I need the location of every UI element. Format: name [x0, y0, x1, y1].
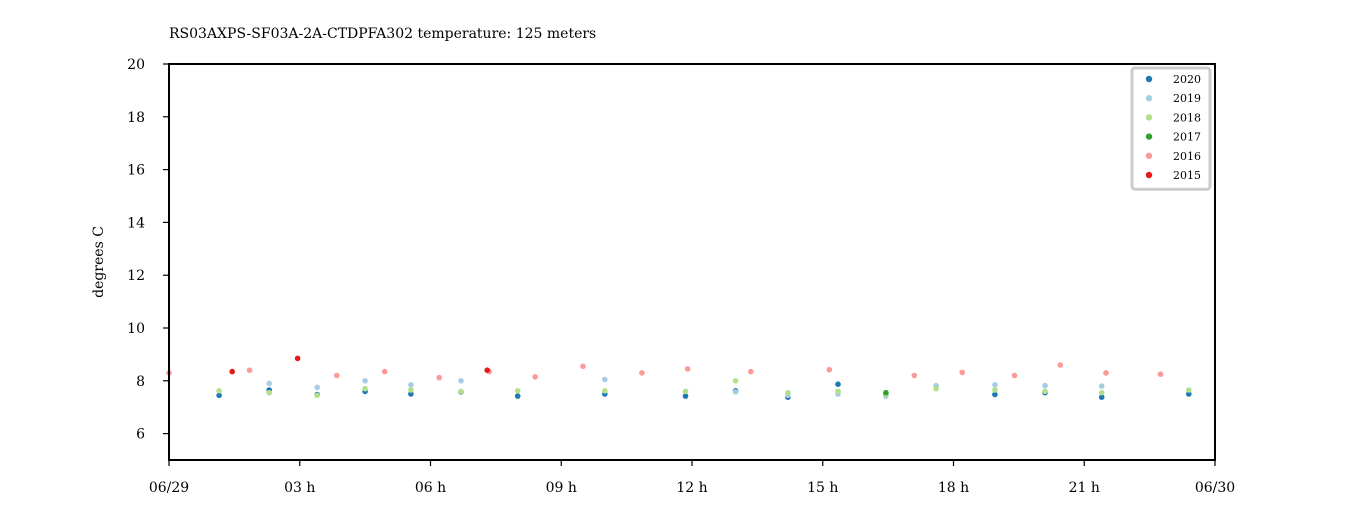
- data-point-2015-1: [294, 355, 301, 362]
- data-point-2020-15: [1098, 394, 1105, 401]
- legend-marker-2015: [1145, 171, 1153, 179]
- data-point-2016-1: [246, 367, 253, 374]
- y-tick-label-6: 18: [127, 110, 145, 126]
- x-tick-label-1: 03 h: [284, 480, 315, 496]
- legend-label-2018: 2018: [1173, 111, 1201, 124]
- legend-marker-2016: [1145, 152, 1153, 159]
- data-point-2019-6: [732, 389, 739, 395]
- x-tick-label-3: 09 h: [546, 480, 577, 496]
- data-point-2019-13: [1098, 383, 1105, 389]
- data-point-2016-13: [959, 369, 965, 376]
- series-2015: [229, 355, 491, 375]
- x-tick-label-8: 06/30: [1195, 480, 1235, 496]
- y-tick-label-2: 10: [127, 321, 145, 337]
- data-point-2016-9: [684, 366, 691, 372]
- x-tick-label-0: 06/29: [149, 480, 189, 496]
- legend-label-2015: 2015: [1173, 169, 1201, 182]
- y-tick-label-3: 12: [127, 268, 145, 284]
- y-tick-label-4: 14: [127, 215, 145, 231]
- y-tick-label-5: 16: [127, 163, 145, 179]
- y-axis: 6 8 10 12 14 16 18 20: [127, 57, 169, 443]
- data-point-2018-11: [835, 388, 841, 395]
- data-point-2020-11: [835, 381, 841, 388]
- legend-marker-2019: [1145, 95, 1153, 102]
- data-point-2016-2: [334, 372, 340, 379]
- legend-marker-2018: [1145, 114, 1153, 121]
- data-point-2018-4: [408, 387, 414, 393]
- data-point-2016-15: [1057, 362, 1064, 368]
- data-point-2019-2: [362, 378, 368, 384]
- legend-marker-2017: [1145, 133, 1153, 140]
- series-2016: [166, 362, 1164, 381]
- data-point-2016-8: [639, 370, 645, 376]
- data-point-2020-16: [1186, 391, 1192, 397]
- data-point-2020-13: [992, 391, 998, 398]
- x-tick-label-2: 06 h: [415, 480, 446, 496]
- plot-area: [166, 63, 1216, 461]
- y-tick-label-0: 6: [136, 427, 145, 443]
- x-tick-label-5: 15 h: [807, 480, 838, 496]
- legend-label-2017: 2017: [1173, 131, 1201, 144]
- data-point-2018-5: [458, 388, 464, 395]
- data-point-2018-2: [314, 392, 321, 399]
- data-point-2018-9: [732, 378, 739, 384]
- data-point-2018-3: [362, 385, 368, 392]
- data-point-2015-0: [229, 368, 235, 375]
- data-point-2016-6: [532, 374, 538, 380]
- data-point-2016-10: [748, 368, 754, 375]
- legend-marker-2020: [1145, 75, 1153, 83]
- x-tick-label-4: 12 h: [676, 480, 707, 496]
- data-point-2019-11: [992, 382, 998, 388]
- data-point-2016-7: [580, 363, 586, 370]
- x-axis: 06/29 03 h 06 h 09 h 12 h 15 h 18 h 21 h 06/30: [149, 460, 1235, 496]
- data-point-2020-8: [682, 393, 689, 399]
- y-tick-label-7: 20: [127, 57, 145, 73]
- y-tick-label-1: 8: [136, 374, 145, 390]
- data-point-2018-0: [216, 388, 222, 394]
- data-point-2018-16: [1098, 389, 1105, 396]
- data-point-2016-16: [1103, 370, 1109, 376]
- data-point-2016-12: [911, 372, 918, 379]
- data-point-2018-13: [933, 385, 939, 392]
- chart-title: RS03AXPS-SF03A-2A-CTDPFA302 temperature:…: [169, 26, 596, 42]
- data-point-2016-3: [381, 368, 388, 375]
- legend: 2020 2019 2018 2017 2016 2015: [1130, 66, 1212, 191]
- data-point-2018-17: [1186, 387, 1192, 393]
- data-point-2016-4: [436, 374, 443, 381]
- legend-label-2016: 2016: [1173, 150, 1201, 163]
- data-point-2018-1: [266, 389, 273, 396]
- x-tick-label-6: 18 h: [938, 480, 969, 496]
- data-point-2019-4: [458, 378, 464, 384]
- data-point-2019-12: [1042, 382, 1048, 389]
- data-point-2018-14: [992, 387, 998, 393]
- data-point-2019-1: [314, 384, 321, 391]
- legend-label-2019: 2019: [1173, 92, 1201, 105]
- legend-label-2020: 2020: [1173, 73, 1201, 86]
- plot-frame: [168, 63, 1216, 461]
- series-2017: [883, 389, 889, 396]
- data-point-2017-0: [883, 389, 889, 396]
- data-point-2020-0: [216, 392, 222, 399]
- x-tick-label-7: 21 h: [1069, 480, 1100, 496]
- data-point-2018-15: [1042, 388, 1048, 395]
- data-point-2018-7: [602, 388, 608, 394]
- data-point-2016-17: [1157, 371, 1164, 378]
- data-point-2019-3: [408, 382, 414, 388]
- data-point-2015-2: [484, 367, 491, 374]
- data-point-2020-6: [514, 393, 521, 399]
- data-point-2018-10: [785, 389, 791, 396]
- y-axis-label: degrees C: [91, 226, 107, 298]
- data-point-2020-4: [408, 391, 414, 397]
- data-point-2018-8: [682, 388, 689, 395]
- data-point-2016-14: [1011, 372, 1018, 379]
- data-point-2016-11: [826, 366, 833, 373]
- data-point-2018-6: [514, 388, 521, 394]
- data-point-2019-0: [266, 380, 273, 387]
- data-point-2019-5: [602, 376, 608, 383]
